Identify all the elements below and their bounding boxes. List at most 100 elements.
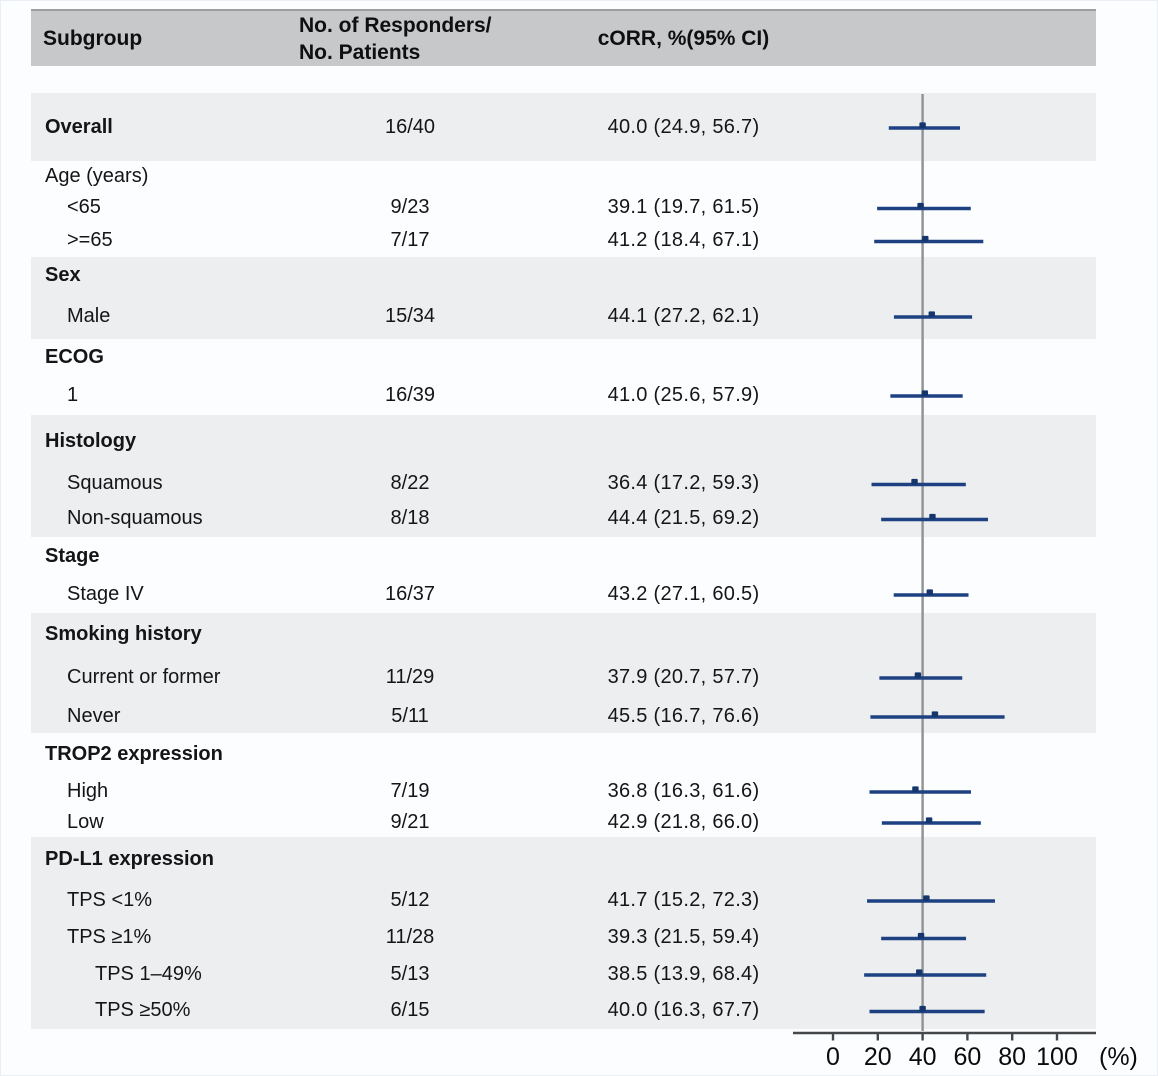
data-row: >=65 7/17 41.2 (18.4, 67.1)	[31, 224, 1096, 257]
subgroup-label: TPS ≥50%	[95, 999, 191, 1021]
table-section: Sex Male 15/34 44.1 (27.2, 62.1)	[31, 257, 1096, 339]
header-gap	[31, 66, 1096, 93]
data-row: High 7/19 36.8 (16.3, 61.6)	[31, 775, 1096, 807]
table-section: Overall 16/40 40.0 (24.9, 56.7)	[31, 93, 1096, 161]
subgroup-label: >=65	[67, 229, 113, 251]
corr-ci-value: 44.4 (21.5, 69.2)	[607, 507, 760, 529]
data-row: <65 9/23 39.1 (19.7, 61.5)	[31, 191, 1096, 224]
data-row: Non-squamous 8/18 44.4 (21.5, 69.2)	[31, 500, 1096, 537]
responders-value: 7/19	[390, 779, 430, 802]
corr-ci-value: 40.0 (16.3, 67.7)	[607, 999, 760, 1021]
responders-value: 16/37	[384, 582, 436, 605]
data-row: Never 5/11 45.5 (16.7, 76.6)	[31, 699, 1096, 733]
column-header-subgroup: Subgroup	[43, 26, 143, 50]
corr-ci-value: 40.0 (24.9, 56.7)	[607, 115, 760, 138]
subgroup-label: High	[67, 779, 109, 802]
corr-ci-value: 39.1 (19.7, 61.5)	[607, 196, 760, 218]
table-section: Smoking history Current or former 11/29 37.…	[31, 613, 1096, 733]
corr-ci-value: 39.3 (21.5, 59.4)	[607, 926, 760, 948]
table-section: Stage Stage IV 16/37 43.2 (27.1, 60.5)	[31, 537, 1096, 613]
responders-value: 5/12	[390, 888, 430, 911]
subgroup-label: Sex	[45, 263, 81, 286]
data-row: Overall 16/40 40.0 (24.9, 56.7)	[31, 93, 1096, 161]
group-header-row: PD-L1 expression	[31, 837, 1096, 881]
column-header-responders: No. of Responders/ No. Patients	[299, 12, 521, 66]
subgroup-label: Stage	[45, 544, 100, 567]
subgroup-table: Subgroup No. of Responders/ No. Patients…	[31, 9, 1096, 1029]
data-row: TPS ≥50% 6/15 40.0 (16.3, 67.7)	[31, 992, 1096, 1029]
table-section: TROP2 expression High 7/19 36.8 (16.3, 61.6…	[31, 733, 1096, 837]
data-row: TPS 1–49% 5/13 38.5 (13.9, 68.4)	[31, 956, 1096, 992]
group-header-row: ECOG	[31, 339, 1096, 375]
x-axis-tick-label: 20	[864, 1043, 892, 1071]
x-axis-tick-label: 100	[1036, 1043, 1078, 1071]
subgroup-label: TPS 1–49%	[95, 962, 202, 985]
subgroup-label: Smoking history	[45, 622, 202, 645]
data-row: Male 15/34 44.1 (27.2, 62.1)	[31, 293, 1096, 339]
subgroup-label: ECOG	[45, 345, 104, 368]
subgroup-label: Non-squamous	[67, 507, 203, 529]
subgroup-label: Male	[67, 304, 111, 327]
column-header-responders-line1: No. of Responders/	[299, 13, 492, 37]
x-axis-tick-label: 80	[998, 1043, 1026, 1071]
responders-value: 5/13	[390, 962, 430, 985]
responders-value: 11/29	[385, 665, 435, 688]
corr-ci-value: 42.9 (21.8, 66.0)	[607, 810, 760, 833]
corr-ci-value: 38.5 (13.9, 68.4)	[607, 962, 760, 985]
subgroup-label: Stage IV	[67, 582, 144, 605]
subgroup-label: Overall	[45, 115, 113, 138]
subgroup-label: Current or former	[67, 665, 221, 688]
subgroup-label: TPS <1%	[67, 888, 153, 911]
responders-value: 9/21	[390, 810, 430, 833]
responders-value: 7/17	[390, 229, 430, 251]
table-sections: Overall 16/40 40.0 (24.9, 56.7) Age (years)…	[31, 93, 1096, 1029]
data-row: 1 16/39 41.0 (25.6, 57.9)	[31, 375, 1096, 415]
group-header-row: TROP2 expression	[31, 733, 1096, 775]
corr-ci-value: 37.9 (20.7, 57.7)	[607, 665, 760, 688]
corr-ci-value: 36.4 (17.2, 59.3)	[607, 472, 760, 494]
subgroup-label: <65	[67, 196, 101, 218]
column-header-responders-line2: No. Patients	[299, 40, 421, 64]
corr-ci-value: 41.0 (25.6, 57.9)	[607, 383, 760, 406]
responders-value: 16/39	[384, 383, 436, 406]
corr-ci-value: 41.2 (18.4, 67.1)	[607, 229, 760, 251]
responders-value: 9/23	[390, 196, 430, 218]
table-section: Age (years) <65 9/23 39.1 (19.7, 61.5) >=65 7…	[31, 161, 1096, 257]
subgroup-label: TPS ≥1%	[67, 926, 152, 948]
corr-ci-value: 44.1 (27.2, 62.1)	[607, 304, 760, 327]
corr-ci-value: 36.8 (16.3, 61.6)	[607, 779, 760, 802]
subgroup-label: Never	[67, 704, 121, 727]
responders-value: 15/34	[384, 304, 436, 327]
table-section: Histology Squamous 8/22 36.4 (17.2, 59.3) No…	[31, 415, 1096, 537]
data-row: Current or former 11/29 37.9 (20.7, 57.7)	[31, 655, 1096, 699]
group-header-row: Smoking history	[31, 613, 1096, 655]
x-axis-group: 0 20 40 60 80 100 (%)	[793, 1031, 1138, 1071]
group-header-row: Stage	[31, 537, 1096, 575]
subgroup-label: TROP2 expression	[45, 742, 223, 765]
responders-value: 8/18	[390, 507, 430, 529]
data-row: TPS ≥1% 11/28 39.3 (21.5, 59.4)	[31, 919, 1096, 956]
data-row: Squamous 8/22 36.4 (17.2, 59.3)	[31, 467, 1096, 500]
subgroup-label: Low	[67, 810, 104, 833]
x-axis-unit-label: (%)	[1099, 1043, 1138, 1071]
responders-value: 11/28	[385, 926, 435, 948]
responders-value: 16/40	[384, 115, 436, 138]
responders-value: 8/22	[390, 472, 430, 494]
subgroup-label: Squamous	[67, 472, 163, 494]
data-row: Stage IV 16/37 43.2 (27.1, 60.5)	[31, 575, 1096, 613]
group-header-row: Age (years)	[31, 161, 1096, 191]
subgroup-label: Histology	[45, 429, 137, 452]
table-section: ECOG 1 16/39 41.0 (25.6, 57.9)	[31, 339, 1096, 415]
table-section: PD-L1 expression TPS <1% 5/12 41.7 (15.2, 7…	[31, 837, 1096, 1029]
x-axis-tick-label: 0	[826, 1043, 840, 1071]
corr-ci-value: 43.2 (27.1, 60.5)	[607, 582, 760, 605]
responders-value: 6/15	[390, 999, 430, 1021]
corr-ci-value: 45.5 (16.7, 76.6)	[607, 704, 760, 727]
group-header-row: Histology	[31, 415, 1096, 467]
data-row: TPS <1% 5/12 41.7 (15.2, 72.3)	[31, 881, 1096, 919]
subgroup-label: Age (years)	[45, 164, 149, 187]
subgroup-label: PD-L1 expression	[45, 847, 214, 870]
column-header-corr: cORR, %(95% CI)	[597, 26, 770, 50]
group-header-row: Sex	[31, 257, 1096, 293]
